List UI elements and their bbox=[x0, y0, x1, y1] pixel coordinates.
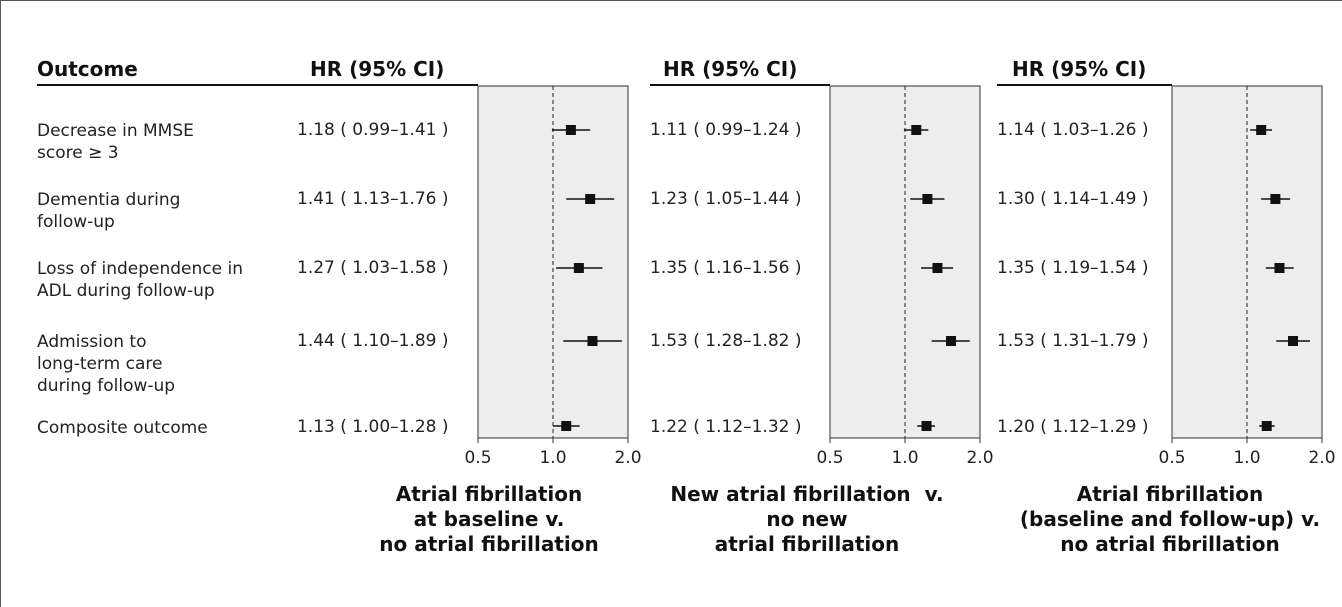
panel-title-line: atrial fibrillation bbox=[714, 532, 900, 556]
tick-label: 0.5 bbox=[816, 448, 843, 468]
outcome-label-line: Admission to bbox=[37, 332, 147, 352]
hr-point bbox=[1288, 336, 1299, 346]
panel-title-line: (baseline and follow-up) v. bbox=[1019, 507, 1321, 531]
panel-title-line: New atrial fibrillation v. bbox=[670, 482, 944, 506]
hr-point bbox=[932, 263, 943, 273]
outcome-label-line: score ≥ 3 bbox=[37, 143, 119, 163]
tick-label: 2.0 bbox=[614, 448, 641, 468]
hr-point bbox=[565, 125, 576, 135]
hr-point bbox=[1274, 263, 1285, 273]
panel-title-line: Atrial fibrillation bbox=[395, 482, 583, 506]
outcome-label-line: Loss of independence in bbox=[37, 259, 243, 279]
outcome-column-header: Outcome bbox=[37, 57, 138, 81]
panel-title-line: no atrial fibrillation bbox=[379, 532, 599, 556]
outcome-label-line: during follow-up bbox=[37, 376, 176, 396]
tick-label: 1.0 bbox=[1233, 448, 1260, 468]
hr-value: 1.41 ( 1.13–1.76 ) bbox=[297, 189, 449, 209]
hr-point bbox=[1256, 125, 1267, 135]
hr-value: 1.11 ( 0.99–1.24 ) bbox=[650, 120, 802, 140]
header-rule-2 bbox=[650, 84, 830, 86]
panel-title-1: Atrial fibrillation at baseline v. no at… bbox=[319, 482, 659, 557]
tick-label: 2.0 bbox=[1308, 448, 1335, 468]
tick-label: 1.0 bbox=[891, 448, 918, 468]
hr-value: 1.53 ( 1.31–1.79 ) bbox=[997, 331, 1149, 351]
outcome-label-composite: Composite outcome bbox=[37, 417, 208, 439]
hr-value: 1.22 ( 1.12–1.32 ) bbox=[650, 417, 802, 437]
outcome-label-adl: Loss of independence in ADL during follo… bbox=[37, 258, 243, 302]
hr-value: 1.44 ( 1.10–1.89 ) bbox=[297, 331, 449, 351]
outcome-label-dementia: Dementia during follow-up bbox=[37, 189, 180, 233]
hr-value: 1.14 ( 1.03–1.26 ) bbox=[997, 120, 1149, 140]
tick-label: 2.0 bbox=[966, 448, 993, 468]
outcome-label-line: ADL during follow-up bbox=[37, 281, 215, 301]
hr-column-header-1: HR (95% CI) bbox=[310, 57, 445, 81]
outcome-label-line: Dementia during bbox=[37, 190, 181, 210]
hr-point bbox=[922, 194, 933, 204]
hr-column-header-3: HR (95% CI) bbox=[1012, 57, 1147, 81]
panel-title-2: New atrial fibrillation v. no new atrial… bbox=[637, 482, 977, 557]
hr-point bbox=[573, 263, 584, 273]
hr-point bbox=[587, 336, 598, 346]
panel-title-line: no new bbox=[766, 507, 848, 531]
hr-point bbox=[921, 421, 932, 431]
hr-point bbox=[911, 125, 922, 135]
hr-value: 1.35 ( 1.16–1.56 ) bbox=[650, 258, 802, 278]
tick-label: 0.5 bbox=[464, 448, 491, 468]
hr-value: 1.20 ( 1.12–1.29 ) bbox=[997, 417, 1149, 437]
hr-value: 1.18 ( 0.99–1.41 ) bbox=[297, 120, 449, 140]
header-rule-1 bbox=[37, 84, 478, 86]
hr-value: 1.30 ( 1.14–1.49 ) bbox=[997, 189, 1149, 209]
hr-value: 1.13 ( 1.00–1.28 ) bbox=[297, 417, 449, 437]
panel-title-3: Atrial fibrillation (baseline and follow… bbox=[1000, 482, 1340, 557]
hr-point bbox=[585, 194, 596, 204]
tick-label: 0.5 bbox=[1158, 448, 1185, 468]
panel-title-line: at baseline v. bbox=[413, 507, 565, 531]
outcome-label-line: long-term care bbox=[37, 354, 163, 374]
hr-point bbox=[1261, 421, 1272, 431]
outcome-label-mmse: Decrease in MMSE score ≥ 3 bbox=[37, 120, 194, 164]
hr-point bbox=[946, 336, 957, 346]
tick-label: 1.0 bbox=[539, 448, 566, 468]
hr-value: 1.35 ( 1.19–1.54 ) bbox=[997, 258, 1149, 278]
hr-value: 1.27 ( 1.03–1.58 ) bbox=[297, 258, 449, 278]
hr-value: 1.53 ( 1.28–1.82 ) bbox=[650, 331, 802, 351]
panel-title-line: Atrial fibrillation bbox=[1076, 482, 1264, 506]
header-rule-3 bbox=[997, 84, 1172, 86]
outcome-label-long-term-care: Admission to long-term care during follo… bbox=[37, 331, 175, 397]
hr-column-header-2: HR (95% CI) bbox=[663, 57, 798, 81]
hr-point bbox=[561, 421, 572, 431]
outcome-label-line: Decrease in MMSE bbox=[37, 121, 194, 141]
outcome-label-line: follow-up bbox=[37, 212, 115, 232]
outcome-label-line: Composite outcome bbox=[37, 418, 208, 438]
hr-point bbox=[1270, 194, 1281, 204]
hr-value: 1.23 ( 1.05–1.44 ) bbox=[650, 189, 802, 209]
panel-title-line: no atrial fibrillation bbox=[1060, 532, 1280, 556]
